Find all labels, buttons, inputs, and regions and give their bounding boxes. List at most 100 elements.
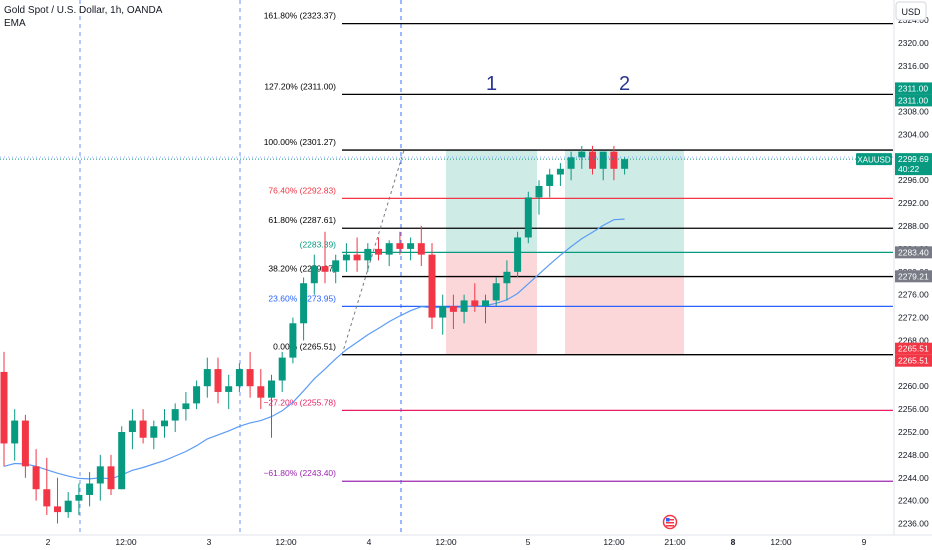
time-tick: 8	[731, 537, 736, 547]
candle-body	[193, 386, 201, 404]
zone-label-1: 1	[486, 73, 497, 95]
candle	[524, 191, 532, 244]
candle-body	[96, 466, 104, 484]
time-tick: 9	[862, 537, 867, 547]
candle	[257, 369, 265, 410]
flag-icon[interactable]	[662, 514, 678, 530]
target-label-bg	[895, 246, 932, 259]
price-tick: 2316.00	[898, 61, 929, 71]
candle-body	[621, 159, 629, 169]
fib-level-label: −27.20% (2255.78)	[263, 397, 336, 407]
time-axis[interactable]: 2 12:00 3 12:00 4 12:00 5 12:00 21:00 8 12:00 9	[46, 537, 867, 547]
candle	[556, 163, 564, 186]
price-tick: 2236.00	[898, 519, 929, 529]
candle	[21, 414, 29, 478]
candle-body	[375, 248, 382, 255]
candle	[86, 472, 94, 507]
candle	[11, 409, 19, 461]
candle-body	[610, 151, 618, 169]
candle	[235, 363, 243, 392]
usd-button[interactable]: USD	[895, 1, 927, 21]
loss-zone-1[interactable]	[446, 252, 537, 355]
time-tick: 12:00	[115, 537, 137, 547]
candle	[128, 409, 136, 450]
candle-body	[578, 151, 586, 158]
time-tick: 4	[367, 537, 372, 547]
zone-label-2: 2	[619, 73, 630, 95]
candle	[428, 243, 436, 330]
candle-body	[128, 420, 136, 433]
candle	[589, 145, 596, 175]
candle	[107, 454, 115, 495]
fib-level-label: 38.20% (2279.17)	[268, 264, 336, 274]
candle-body	[11, 420, 19, 444]
current-price-label-bg	[895, 153, 932, 176]
candle	[599, 151, 607, 181]
candle-body	[567, 157, 575, 169]
candle-body	[385, 243, 393, 255]
candle	[417, 226, 425, 267]
price-tick: 2304.00	[898, 129, 929, 139]
candle	[0, 351, 8, 467]
candle-body	[492, 283, 500, 301]
candle-body	[75, 494, 83, 501]
loss-zone-2[interactable]	[565, 276, 684, 355]
fib-127-label-a: 2311.00	[898, 83, 928, 93]
candle	[375, 237, 382, 261]
session-separators	[79, 0, 402, 535]
candle	[64, 492, 72, 518]
candle-body	[407, 243, 415, 249]
profit-zone-1[interactable]	[446, 150, 537, 253]
candle	[150, 420, 158, 450]
candle-body	[54, 506, 61, 513]
time-tick: 12:00	[275, 537, 297, 547]
chart-legend: Gold Spot / U.S. Dollar, 1h, OANDA EMA	[4, 4, 162, 30]
fib-level-label: −61.80% (2243.40)	[263, 468, 336, 478]
candle-body	[107, 466, 115, 490]
time-tick: 12:00	[770, 537, 792, 547]
symbol-title[interactable]: Gold Spot / U.S. Dollar, 1h, OANDA	[4, 5, 163, 16]
price-tick: 2308.00	[898, 107, 929, 117]
candle	[75, 483, 83, 515]
fib-127-label-a-bg	[895, 82, 932, 95]
fib-0-label-b-bg	[895, 354, 932, 367]
candle	[203, 357, 211, 398]
candle	[96, 454, 104, 501]
price-tick: 2268.00	[898, 335, 929, 345]
fib-level-label: 0.00% (2265.51)	[273, 342, 336, 352]
candle-body	[321, 266, 329, 272]
candle-body	[439, 306, 447, 318]
candle	[321, 231, 329, 284]
candle-body	[589, 151, 596, 169]
fib-level-label: 100.00% (2301.27)	[264, 137, 336, 147]
indicator-label[interactable]: EMA	[4, 18, 26, 29]
candle-body	[460, 300, 468, 312]
current-price-line: XAUUSD	[0, 153, 893, 166]
fib-127-label-b-bg	[895, 94, 932, 107]
price-tick: 2320.00	[898, 38, 929, 48]
entry-label: 2279.21	[898, 271, 929, 281]
candle	[310, 254, 318, 295]
candle-body	[449, 306, 457, 312]
candle-body	[139, 420, 147, 438]
candle	[514, 231, 522, 278]
entry-label-bg	[895, 270, 932, 283]
candle-body	[118, 432, 126, 490]
candle-body	[482, 300, 489, 307]
price-tick: 2276.00	[898, 290, 929, 300]
candle	[353, 237, 361, 272]
candle	[460, 294, 468, 324]
candle	[439, 294, 447, 335]
candles	[0, 145, 629, 524]
candle	[503, 260, 511, 301]
candle	[342, 243, 350, 272]
fib-level-label: (2283.39)	[300, 239, 337, 249]
candle-body	[353, 254, 361, 261]
ema-series	[3, 218, 625, 480]
candle	[43, 457, 51, 515]
candle-body	[300, 283, 308, 324]
candle-body	[214, 369, 222, 392]
price-tick: 2252.00	[898, 427, 929, 437]
